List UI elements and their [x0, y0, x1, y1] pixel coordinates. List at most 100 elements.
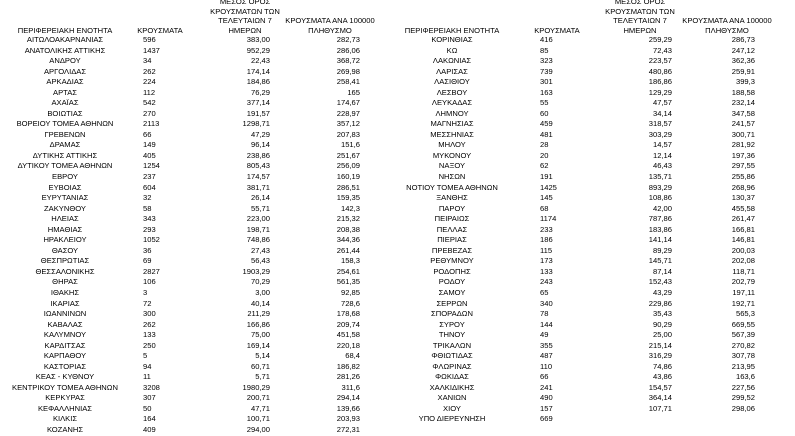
weekly-average-cell: 174,14 — [246, 66, 270, 76]
region-cell: ΚΕΦΑΛΛΗΝΙΑΣ — [37, 403, 93, 413]
cases-per-100k-cell: 241,57 — [731, 119, 755, 129]
region-cell: ΦΘΙΩΤΙΔΑΣ — [431, 351, 473, 361]
region-cell: ΙΘΑΚΗΣ — [50, 287, 80, 297]
column-header: ΚΡΟΥΣΜΑΤΑ — [137, 25, 183, 35]
cases-cell: 5 — [143, 351, 148, 361]
cases-per-100k-cell: 261,44 — [336, 245, 360, 255]
weekly-average-cell: 294,00 — [246, 424, 270, 434]
weekly-average-cell: 135,71 — [648, 172, 672, 182]
cases-cell: 115 — [540, 245, 553, 255]
cases-per-100k-cell: 299,52 — [731, 393, 755, 403]
column-header: ΚΡΟΥΣΜΑΤΑ ΑΝΑ 100000 ΠΛΗΘΥΣΜΟ — [682, 16, 772, 35]
cases-cell: 1174 — [540, 214, 557, 224]
weekly-average-cell: 200,71 — [246, 393, 270, 403]
region-cell: ΑΡΓΟΛΙΔΑΣ — [43, 66, 87, 76]
cases-per-100k-cell: 151,6 — [340, 140, 360, 150]
region-cell: ΘΕΣΣΑΛΟΝΙΚΗΣ — [35, 266, 95, 276]
cases-per-100k-cell: 307,78 — [731, 351, 755, 361]
cases-per-100k-cell: 220,18 — [336, 340, 360, 350]
cases-per-100k-cell: 215,32 — [336, 214, 360, 224]
column-header: ΚΡΟΥΣΜΑΤΑ — [534, 25, 580, 35]
cases-cell: 49 — [540, 330, 549, 340]
weekly-average-cell: 96,14 — [250, 140, 270, 150]
region-cell: ΣΠΟΡΑΔΩΝ — [431, 309, 473, 319]
cases-cell: 293 — [143, 224, 156, 234]
column-header: ΜΕΣΟΣ ΟΡΟΣ ΚΡΟΥΣΜΑΤΩΝ ΤΩΝ ΤΕΛΕΥΤΑΙΩΝ 7 Η… — [210, 0, 280, 35]
cases-per-100k-cell: 163,6 — [735, 372, 755, 382]
column-header: ΠΕΡΙΦΕΡΕΙΑΚΗ ΕΝΟΤΗΤΑ — [404, 25, 500, 35]
weekly-average-cell: 72,43 — [652, 45, 672, 55]
cases-per-100k-cell: 202,08 — [731, 256, 755, 266]
weekly-average-cell: 55,71 — [250, 203, 270, 213]
region-cell: ΤΡΙΚΑΛΩΝ — [432, 340, 472, 350]
region-cell: ΚΟΡΙΝΘΙΑΣ — [431, 35, 473, 44]
weekly-average-cell: 25,00 — [652, 330, 672, 340]
cases-per-100k-cell: 565,3 — [735, 309, 755, 319]
region-cell: ΖΑΚΥΝΘΟΥ — [44, 203, 86, 213]
weekly-average-cell: 211,29 — [247, 309, 270, 319]
cases-cell: 36 — [143, 245, 152, 255]
weekly-average-cell: 74,86 — [652, 361, 672, 371]
cases-cell: 191 — [540, 172, 553, 182]
region-cell: ΠΕΙΡΑΙΩΣ — [434, 214, 470, 224]
cases-cell: 241 — [540, 382, 553, 392]
region-cell: ΡΟΔΟΥ — [438, 277, 466, 287]
cases-per-100k-cell: 207,83 — [336, 129, 360, 139]
region-cell: ΡΟΔΟΠΗΣ — [433, 266, 471, 276]
cases-per-100k-cell: 286,51 — [336, 182, 360, 192]
region-cell: ΘΗΡΑΣ — [52, 277, 78, 287]
cases-cell: 340 — [540, 298, 553, 308]
cases-cell: 144 — [540, 319, 553, 329]
cases-per-100k-cell: 118,71 — [732, 266, 755, 276]
cases-per-100k-cell: 247,12 — [731, 45, 755, 55]
cases-per-100k-cell: 259,91 — [731, 66, 755, 76]
cases-cell: 106 — [143, 277, 156, 287]
region-cell: ΘΕΣΠΡΩΤΙΑΣ — [40, 256, 90, 266]
cases-cell: 233 — [540, 224, 553, 234]
cases-per-100k-cell: 256,09 — [336, 161, 360, 171]
cases-per-100k-cell: 451,58 — [336, 330, 360, 340]
cases-per-100k-cell: 208,38 — [336, 224, 360, 234]
cases-per-100k-cell: 139,66 — [336, 403, 360, 413]
cases-cell: 1437 — [143, 45, 160, 55]
cases-cell: 50 — [143, 403, 152, 413]
region-cell: ΔΥΤΙΚΗΣ ΑΤΤΙΚΗΣ — [32, 150, 98, 160]
weekly-average-cell: 3,00 — [255, 287, 270, 297]
cases-per-100k-cell: 197,36 — [731, 150, 755, 160]
region-cell: ΝΗΣΩΝ — [438, 172, 466, 182]
cases-per-100k-cell: 282,73 — [336, 35, 360, 44]
region-cell: ΚΟΖΑΝΗΣ — [46, 424, 84, 434]
region-cell: ΝΑΞΟΥ — [438, 161, 466, 171]
cases-per-100k-cell: 298,06 — [731, 403, 755, 413]
weekly-average-cell: 90,29 — [652, 319, 672, 329]
region-cell: ΡΕΘΥΜΝΟΥ — [430, 256, 474, 266]
cases-per-100k-cell: 203,93 — [336, 414, 360, 424]
region-cell: ΜΑΓΝΗΣΙΑΣ — [430, 119, 474, 129]
weekly-average-cell: 318,57 — [648, 119, 672, 129]
weekly-average-cell: 805,43 — [246, 161, 270, 171]
weekly-average-cell: 5,71 — [255, 372, 270, 382]
region-cell: ΚΙΛΚΙΣ — [52, 414, 78, 424]
cases-per-100k-cell: 200,03 — [731, 245, 755, 255]
cases-cell: 604 — [143, 182, 156, 192]
weekly-average-cell: 14,57 — [652, 140, 672, 150]
region-cell: ΚΑΡΔΙΤΣΑΣ — [44, 340, 86, 350]
weekly-average-cell: 27,43 — [250, 245, 270, 255]
cases-cell: 490 — [540, 393, 553, 403]
weekly-average-cell: 480,86 — [648, 66, 672, 76]
weekly-average-cell: 60,71 — [250, 361, 270, 371]
cases-cell: 481 — [540, 129, 553, 139]
region-cell: ΗΜΑΘΙΑΣ — [47, 224, 83, 234]
cases-cell: 28 — [540, 140, 549, 150]
cases-cell: 72 — [143, 298, 152, 308]
weekly-average-cell: 107,71 — [648, 403, 672, 413]
weekly-average-cell: 42,00 — [652, 203, 672, 213]
cases-cell: 58 — [143, 203, 152, 213]
region-cell: ΚΕΡΚΥΡΑΣ — [45, 393, 85, 403]
cases-per-100k-cell: 297,55 — [731, 161, 755, 171]
region-cell: ΣΕΡΡΩΝ — [436, 298, 468, 308]
cases-cell: 110 — [540, 361, 553, 371]
weekly-average-cell: 129,29 — [648, 87, 672, 97]
cases-per-100k-cell: 270,82 — [731, 340, 755, 350]
